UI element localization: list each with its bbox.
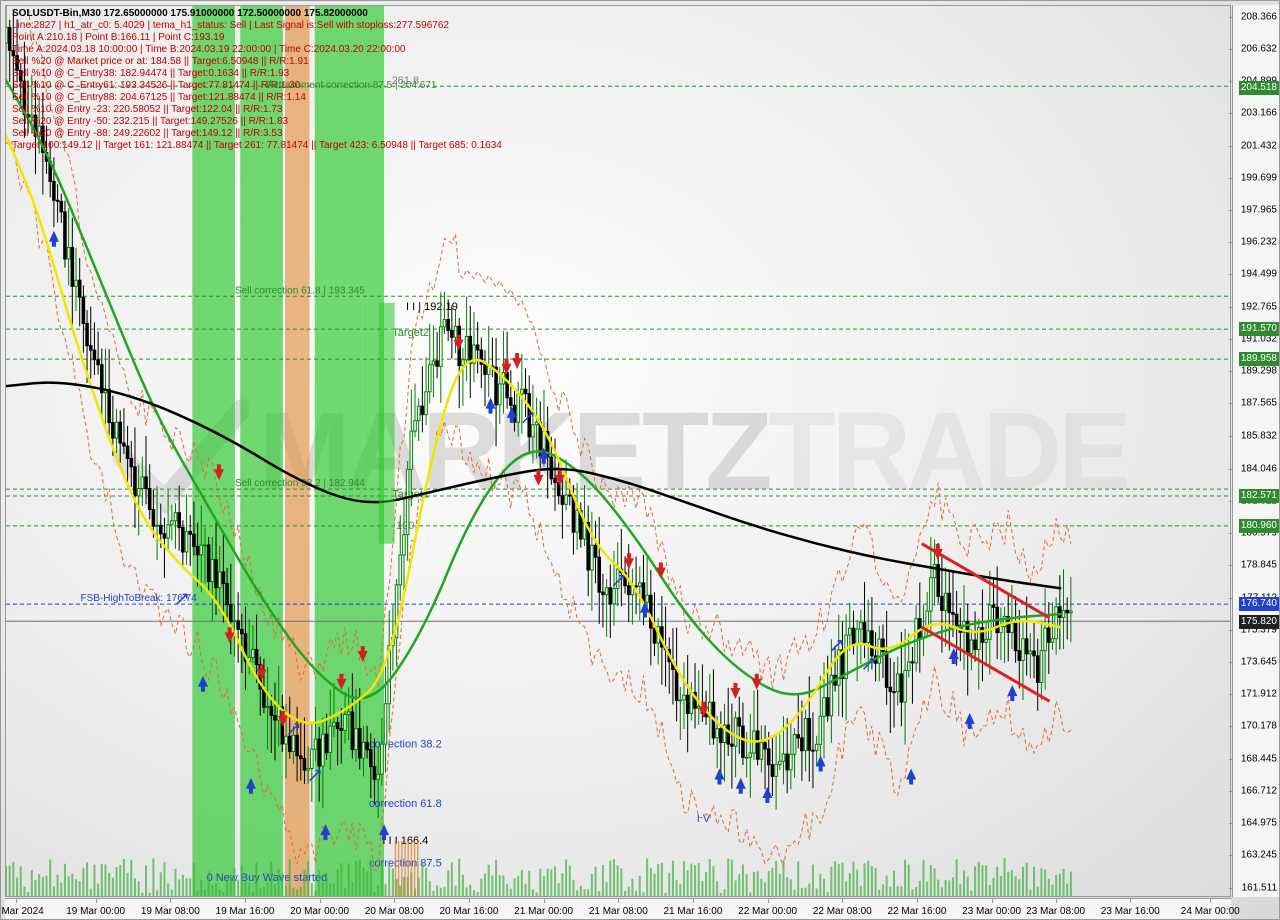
y-axis-label: 187.565 [1241, 398, 1277, 409]
x-axis-label: 21 Mar 08:00 [589, 906, 648, 917]
svg-text:Target2: Target2 [392, 327, 429, 339]
x-axis-label: 23 Mar 00:00 [962, 906, 1021, 917]
x-axis-label: 18 Mar 2024 [0, 906, 44, 917]
x-axis-label: 22 Mar 16:00 [887, 906, 946, 917]
x-axis-label: 20 Mar 00:00 [290, 906, 349, 917]
info-line-7: Sell %10 @ C_Entry88: 204.67125 || Targe… [12, 92, 306, 103]
y-axis-label: 178.845 [1241, 560, 1277, 571]
svg-text:correction 38.2: correction 38.2 [369, 739, 442, 751]
info-line-2: Point A:210.18 | Point B:166.11 | Point … [12, 32, 224, 43]
x-axis-label: 19 Mar 08:00 [141, 906, 200, 917]
info-line-1: Line:2827 | h1_atr_c0: 5.4029 | tema_h1_… [12, 20, 449, 31]
y-axis-label: 170.178 [1241, 721, 1277, 732]
price-tag: 180.960 [1239, 519, 1279, 533]
y-axis-label: 208.366 [1241, 11, 1277, 22]
y-axis-label: 184.046 [1241, 463, 1277, 474]
price-tag: 204.518 [1239, 81, 1279, 95]
x-axis-label: 23 Mar 08:00 [1026, 906, 1085, 917]
x-axis-label: 20 Mar 08:00 [365, 906, 424, 917]
x-axis-label: 24 Mar 00:00 [1181, 906, 1240, 917]
price-tag: 191.570 [1239, 322, 1279, 336]
y-axis-label: 163.245 [1241, 850, 1277, 861]
x-axis: 18 Mar 202419 Mar 00:0019 Mar 08:0019 Ma… [5, 898, 1231, 919]
info-line-6: Sell %10 @ C_Entry61: 193.34526 || Targe… [12, 80, 300, 91]
y-axis-label: 161.511 [1242, 882, 1277, 893]
price-tag: 175.820 [1239, 615, 1279, 629]
svg-text:Sell correction 61.8 | 193.345: Sell correction 61.8 | 193.345 [235, 285, 365, 296]
y-axis-label: 199.699 [1241, 172, 1277, 183]
y-axis-label: 168.445 [1241, 753, 1277, 764]
x-axis-label: 21 Mar 16:00 [664, 906, 723, 917]
y-axis-label: 196.232 [1241, 237, 1277, 248]
info-line-4: Sell %20 @ Market price or at: 184.58 ||… [12, 56, 309, 67]
y-axis-label: 173.645 [1241, 657, 1277, 668]
x-axis-label: 23 Mar 16:00 [1101, 906, 1160, 917]
info-line-11: Target 100:149.12 || Target 161: 121.884… [12, 140, 502, 151]
svg-text:I V: I V [697, 813, 711, 825]
y-axis-label: 197.965 [1241, 205, 1277, 216]
chart-container: MARKETZTRADE Sell correction 61.8 | 193.… [0, 0, 1280, 920]
y-axis: 208.366206.632204.899203.166201.432199.6… [1232, 5, 1279, 897]
chart-area[interactable]: MARKETZTRADE Sell correction 61.8 | 193.… [5, 5, 1231, 897]
x-axis-label: 22 Mar 08:00 [813, 906, 872, 917]
info-line-5: Sell %10 @ C_Entry38: 182.94474 || Targe… [12, 68, 289, 79]
y-axis-label: 166.712 [1241, 785, 1277, 796]
x-axis-label: 19 Mar 16:00 [216, 906, 275, 917]
svg-text:I I | 192.19: I I | 192.19 [406, 301, 458, 313]
y-axis-label: 201.432 [1241, 140, 1277, 151]
svg-text:100: 100 [396, 520, 414, 532]
y-axis-label: 189.298 [1241, 366, 1277, 377]
x-axis-label: 22 Mar 00:00 [738, 906, 797, 917]
y-axis-label: 185.832 [1241, 430, 1277, 441]
y-axis-label: 192.765 [1241, 301, 1277, 312]
info-line-9: Sell %20 @ Entry -50: 232.215 || Target:… [12, 116, 288, 127]
y-axis-label: 203.166 [1241, 108, 1277, 119]
info-line-8: Sell %10 @ Entry -23: 220.58052 || Targe… [12, 104, 283, 115]
price-tag: 189.958 [1239, 352, 1279, 366]
x-axis-label: 21 Mar 00:00 [514, 906, 573, 917]
y-axis-label: 164.975 [1241, 818, 1277, 829]
y-axis-label: 171.912 [1241, 689, 1277, 700]
x-axis-label: 19 Mar 00:00 [66, 906, 125, 917]
price-tag: 182.571 [1239, 489, 1279, 503]
info-line-3: Time A:2024.03.18 10:00:00 | Time B:2024… [12, 44, 405, 55]
x-axis-label: 20 Mar 16:00 [440, 906, 499, 917]
svg-text:FSB-HighToBreak: 176.74: FSB-HighToBreak: 176.74 [81, 593, 198, 604]
symbol-title: SOLUSDT-Bin,M30 172.65000000 175.9100000… [12, 8, 368, 19]
y-axis-label: 194.499 [1241, 269, 1277, 280]
y-axis-label: 206.632 [1241, 44, 1277, 55]
info-correction-875: Retracement correction 87.5 | 204.671 [266, 80, 436, 91]
price-tag: 176.740 [1239, 597, 1279, 611]
info-line-10: Sell %20 @ Entry -88: 249.22602 || Targe… [12, 128, 283, 139]
svg-text:correction 61.8: correction 61.8 [369, 798, 442, 810]
